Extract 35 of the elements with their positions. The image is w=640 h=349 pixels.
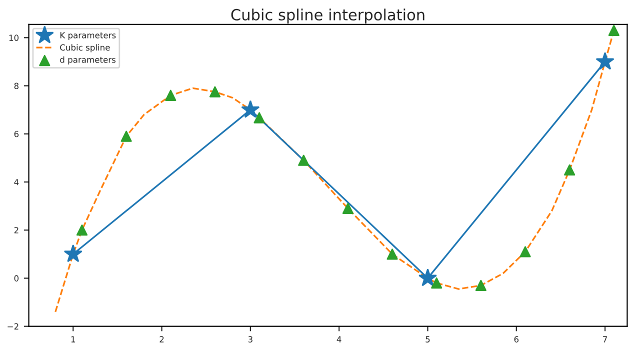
- y-tick-label: 4: [14, 179, 19, 186]
- point: [76, 224, 88, 236]
- point: [386, 248, 398, 260]
- legend-label: d parameters: [60, 56, 116, 64]
- x-tick-label: 5: [426, 336, 430, 342]
- legend-label: Cubic spline: [60, 44, 110, 52]
- point: [342, 202, 354, 214]
- point: [418, 268, 438, 286]
- chart-title: Cubic spline interpolation: [231, 8, 424, 24]
- x-tick-label: 4: [336, 336, 342, 342]
- x-tick-label: 2: [160, 336, 164, 342]
- point: [254, 112, 265, 124]
- point: [298, 154, 310, 166]
- legend-label: K parameters: [60, 32, 116, 40]
- x-tick-label: 6: [514, 336, 519, 342]
- point: [120, 130, 132, 142]
- point: [431, 277, 442, 289]
- y-tick-label: 10: [9, 34, 19, 41]
- point: [520, 246, 531, 258]
- point: [475, 280, 486, 291]
- point: [564, 164, 576, 176]
- x-tick-label: 3: [248, 336, 252, 342]
- y-tick-label: 0: [14, 275, 19, 282]
- x-tick-label: 1: [71, 336, 76, 342]
- point: [165, 90, 176, 101]
- point: [596, 52, 614, 70]
- point: [608, 24, 620, 36]
- y-tick-label: 2: [14, 227, 18, 234]
- y-tick-label: 8: [14, 82, 19, 90]
- y-tick-label: −2: [8, 323, 18, 330]
- x-tick-label: 7: [603, 336, 607, 342]
- point: [209, 86, 221, 98]
- point: [64, 244, 82, 262]
- point: [241, 100, 260, 118]
- y-tick-label: 6: [14, 130, 19, 138]
